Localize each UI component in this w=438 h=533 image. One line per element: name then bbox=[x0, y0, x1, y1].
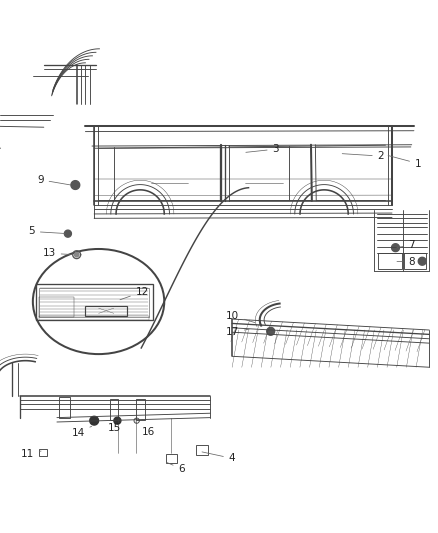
Bar bbox=[136, 399, 145, 420]
Text: 10: 10 bbox=[226, 311, 255, 322]
Polygon shape bbox=[74, 253, 79, 257]
Text: 12: 12 bbox=[120, 287, 149, 300]
Bar bbox=[39, 449, 47, 456]
Bar bbox=[39, 316, 149, 320]
Bar bbox=[110, 399, 118, 420]
Polygon shape bbox=[71, 181, 80, 189]
Text: 11: 11 bbox=[21, 449, 41, 459]
Text: 6: 6 bbox=[167, 463, 185, 474]
Bar bbox=[85, 306, 127, 316]
Polygon shape bbox=[64, 230, 71, 237]
Text: 14: 14 bbox=[71, 426, 92, 438]
Text: 16: 16 bbox=[136, 422, 155, 437]
Bar bbox=[196, 445, 208, 455]
Bar bbox=[166, 454, 177, 463]
Text: 13: 13 bbox=[42, 248, 73, 259]
Bar bbox=[36, 284, 153, 320]
Bar bbox=[59, 398, 70, 418]
Text: 7: 7 bbox=[397, 240, 415, 251]
Text: 3: 3 bbox=[246, 144, 279, 154]
Bar bbox=[39, 287, 149, 317]
Polygon shape bbox=[114, 417, 121, 424]
Text: 17: 17 bbox=[226, 327, 249, 337]
Bar bbox=[378, 253, 402, 269]
Bar bbox=[39, 297, 74, 317]
Polygon shape bbox=[392, 244, 399, 252]
Text: 15: 15 bbox=[108, 423, 121, 433]
Polygon shape bbox=[418, 257, 426, 265]
Text: 1: 1 bbox=[388, 156, 422, 168]
Bar bbox=[404, 253, 426, 269]
Polygon shape bbox=[267, 327, 275, 335]
Text: 8: 8 bbox=[397, 257, 415, 267]
Text: 5: 5 bbox=[28, 227, 65, 237]
Polygon shape bbox=[90, 416, 99, 425]
Text: 2: 2 bbox=[342, 151, 385, 161]
Text: 9: 9 bbox=[37, 175, 71, 185]
Text: 4: 4 bbox=[202, 452, 236, 463]
